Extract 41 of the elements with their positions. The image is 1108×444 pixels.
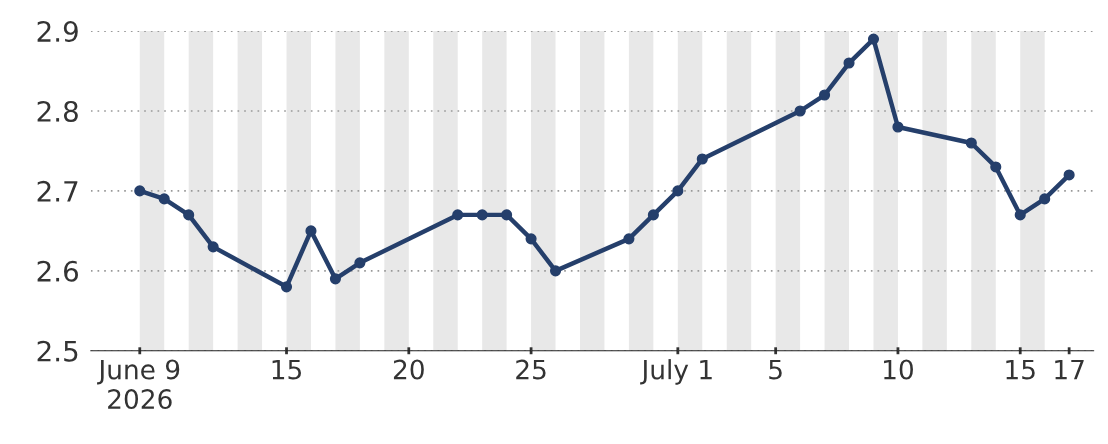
y-tick-label: 2.5 bbox=[37, 340, 78, 362]
point bbox=[1063, 169, 1075, 181]
point bbox=[990, 161, 1002, 173]
x-tick-label: June 9 2026 bbox=[97, 359, 180, 410]
y-tick-label: 2.7 bbox=[37, 180, 78, 202]
point bbox=[329, 273, 341, 285]
point bbox=[819, 89, 831, 101]
point bbox=[183, 209, 195, 221]
x-tick-label: July 1 bbox=[640, 359, 712, 385]
point bbox=[696, 153, 708, 165]
point bbox=[476, 209, 488, 221]
point bbox=[794, 105, 806, 117]
point bbox=[134, 185, 146, 197]
y-tick-label: 2.8 bbox=[37, 100, 78, 122]
point bbox=[280, 281, 293, 293]
x-tick-label: 17 bbox=[1055, 359, 1084, 380]
x-tick-label: 15 bbox=[1006, 359, 1035, 380]
point bbox=[305, 225, 317, 237]
point bbox=[892, 121, 904, 133]
point bbox=[501, 209, 513, 221]
point bbox=[1014, 209, 1026, 221]
point bbox=[452, 209, 464, 221]
x-tick-label: 10 bbox=[884, 359, 913, 380]
point bbox=[525, 233, 537, 245]
point bbox=[965, 137, 977, 149]
x-tick-label: 20 bbox=[393, 359, 424, 380]
point bbox=[158, 193, 170, 205]
y-tick-label: 2.9 bbox=[37, 21, 78, 43]
point bbox=[1039, 193, 1051, 205]
point bbox=[623, 233, 635, 245]
point bbox=[207, 241, 219, 253]
x-tick-label: 15 bbox=[272, 359, 301, 380]
point bbox=[549, 265, 562, 277]
point bbox=[867, 33, 880, 45]
point bbox=[647, 209, 659, 221]
point bbox=[843, 57, 855, 69]
point bbox=[354, 257, 366, 269]
x-tick-label: 5 bbox=[769, 359, 782, 380]
y-tick-label: 2.6 bbox=[37, 260, 78, 282]
point bbox=[672, 185, 684, 197]
x-tick-label: 25 bbox=[516, 359, 546, 380]
